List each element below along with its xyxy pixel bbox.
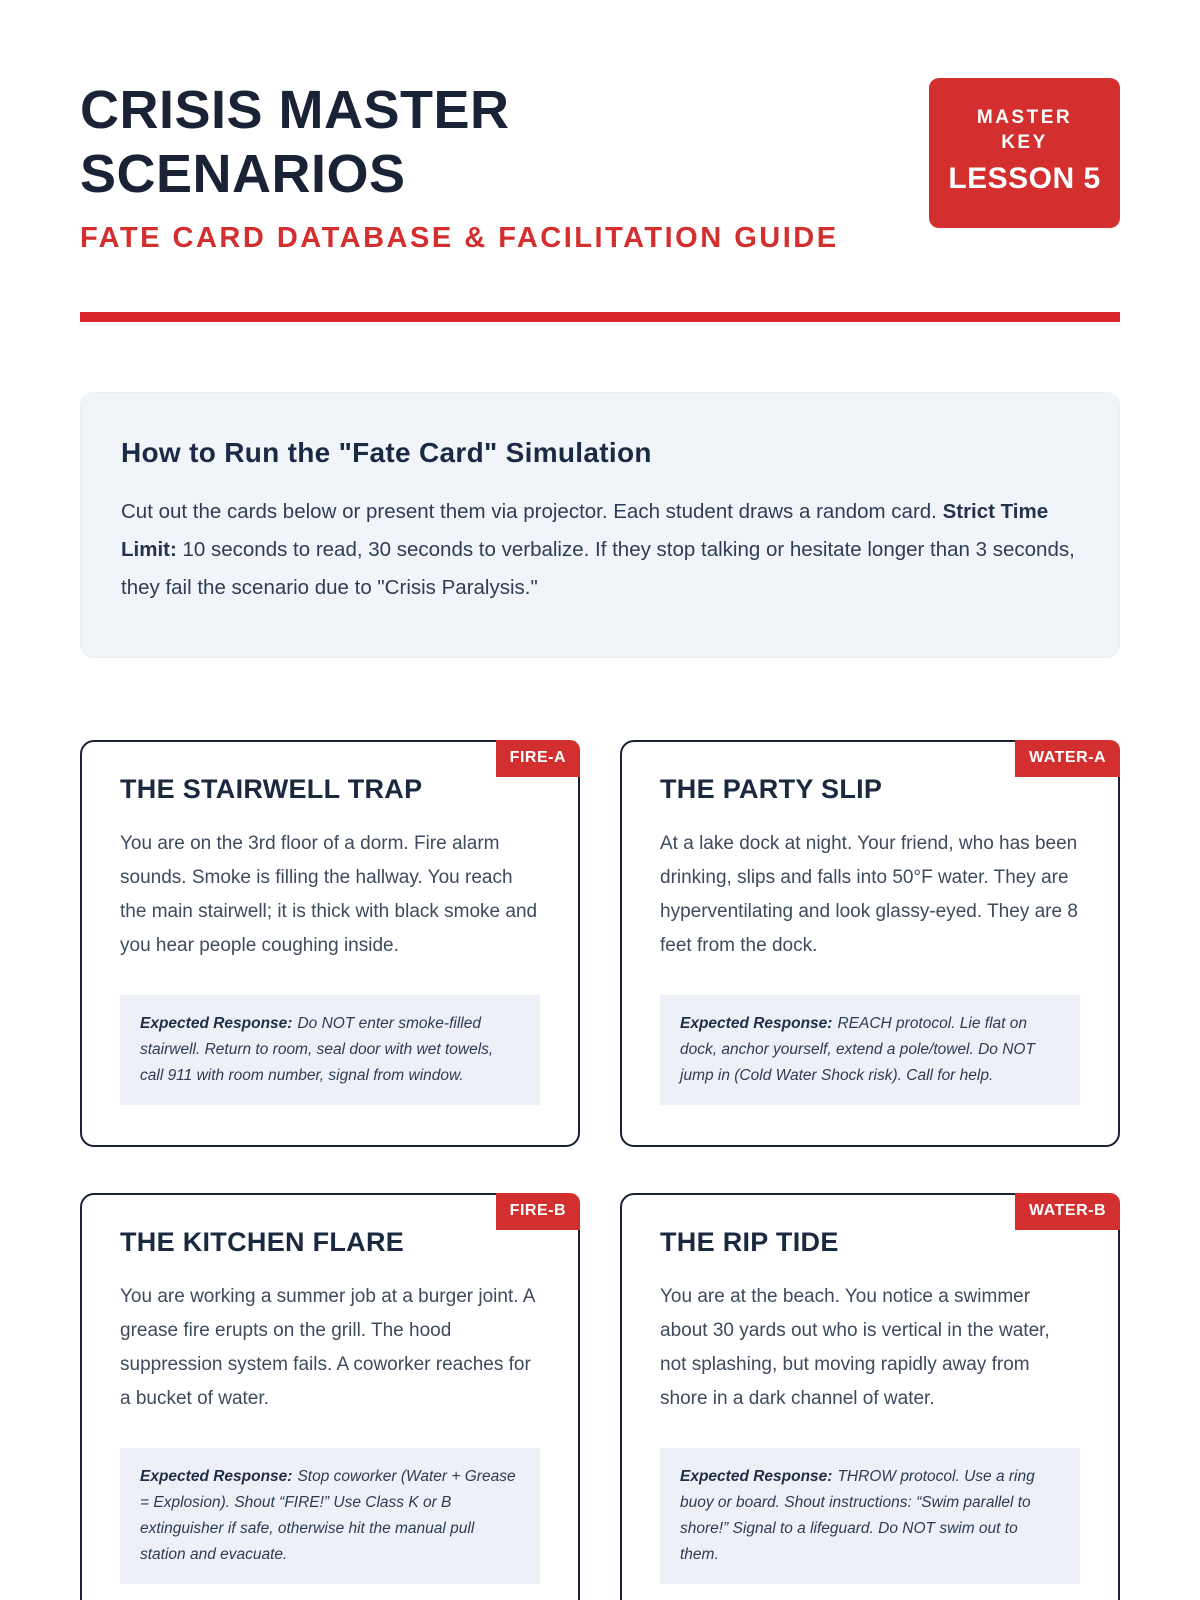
expected-response-text: REACH protocol. Lie flat on dock, anchor… xyxy=(680,1015,1035,1084)
expected-response-label: Expected Response: xyxy=(140,1468,293,1485)
card-title: THE KITCHEN FLARE xyxy=(120,1227,405,1257)
instructions-text: Cut out the cards below or present them … xyxy=(121,493,1079,607)
instructions-text-part2: 10 seconds to read, 30 seconds to verbal… xyxy=(121,538,1075,599)
card-code-badge: WATER-A xyxy=(1015,740,1120,777)
expected-response-label: Expected Response: xyxy=(140,1015,293,1032)
expected-response-text: Stop coworker (Water + Grease = Explosio… xyxy=(140,1468,516,1563)
fate-card-fire-b: FIRE-B THE KITCHEN FLARE You are working… xyxy=(80,1193,580,1600)
instructions-strict-time-limit-label: Strict Time Limit: xyxy=(121,500,1049,561)
card-title: THE PARTY SLIP xyxy=(660,774,883,804)
page-title-line1: CRISIS MASTER xyxy=(80,80,510,140)
divider-rule xyxy=(80,312,1120,322)
expected-response-label: Expected Response: xyxy=(680,1468,833,1485)
master-key-badge: MASTER KEY LESSON 5 xyxy=(929,78,1120,228)
card-code-badge: WATER-B xyxy=(1015,1193,1120,1230)
fate-card-grid: FIRE-A THE STAIRWELL TRAP You are on the… xyxy=(80,740,1120,1600)
instructions-text-part1: Cut out the cards below or present them … xyxy=(121,500,943,523)
expected-response-text: Do NOT enter smoke-filled stairwell. Ret… xyxy=(140,1015,494,1084)
page-title-line2: SCENARIOS xyxy=(80,144,406,204)
instructions-box: How to Run the "Fate Card" Simulation Cu… xyxy=(80,392,1120,658)
card-scenario-text: You are at the beach. You notice a swimm… xyxy=(660,1286,1050,1409)
page-title: CRISIS MASTER SCENARIOS xyxy=(80,78,839,206)
master-key-label-line1: MASTER xyxy=(976,107,1073,128)
card-scenario-text: You are working a summer job at a burger… xyxy=(120,1286,535,1409)
instructions-heading: How to Run the "Fate Card" Simulation xyxy=(121,437,652,468)
header: CRISIS MASTER SCENARIOS FATE CARD DATABA… xyxy=(80,78,1120,255)
expected-response-box: Expected Response: Stop coworker (Water +… xyxy=(120,1448,540,1584)
page-subtitle: FATE CARD DATABASE & FACILITATION GUIDE xyxy=(80,222,839,254)
card-code-badge: FIRE-A xyxy=(495,740,580,777)
card-title: THE RIP TIDE xyxy=(660,1227,839,1257)
header-text-block: CRISIS MASTER SCENARIOS FATE CARD DATABA… xyxy=(80,78,839,255)
card-scenario-text: You are on the 3rd floor of a dorm. Fire… xyxy=(120,833,538,956)
card-code-badge: FIRE-B xyxy=(495,1193,580,1230)
expected-response-box: Expected Response: Do NOT enter smoke-fil… xyxy=(120,995,540,1105)
expected-response-label: Expected Response: xyxy=(680,1015,833,1032)
fate-card-water-b: WATER-B THE RIP TIDE You are at the beac… xyxy=(620,1193,1120,1600)
expected-response-box: Expected Response: THROW protocol. Use a … xyxy=(660,1448,1080,1584)
fate-card-water-a: WATER-A THE PARTY SLIP At a lake dock at… xyxy=(620,740,1120,1147)
content-column: CRISIS MASTER SCENARIOS FATE CARD DATABA… xyxy=(0,78,1200,1600)
expected-response-text: THROW protocol. Use a ring buoy or board… xyxy=(680,1468,1035,1563)
lesson-number-label: LESSON 5 xyxy=(948,162,1101,195)
expected-response-box: Expected Response: REACH protocol. Lie fl… xyxy=(660,995,1080,1105)
card-title: THE STAIRWELL TRAP xyxy=(120,774,423,804)
master-key-label-line2: KEY xyxy=(1001,132,1048,153)
card-scenario-text: At a lake dock at night. Your friend, wh… xyxy=(660,833,1078,956)
fate-card-fire-a: FIRE-A THE STAIRWELL TRAP You are on the… xyxy=(80,740,580,1147)
